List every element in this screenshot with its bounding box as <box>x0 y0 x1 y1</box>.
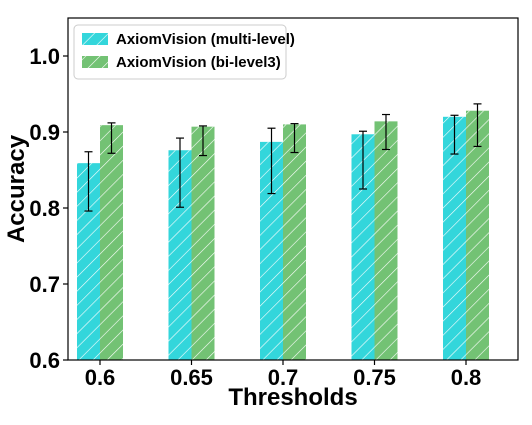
plot-frame <box>67 17 519 361</box>
y-axis: 0.6 0.7 0.8 0.9 1.0 <box>29 44 68 373</box>
bar-hatch-s1-4 <box>466 110 489 360</box>
error-bars-layer <box>84 103 482 212</box>
legend-swatch-hatch-s1 <box>82 56 108 68</box>
bar-hatch-s1-0 <box>100 125 123 360</box>
y-tick-label-4: 1.0 <box>29 44 60 69</box>
y-tick-label-2: 0.8 <box>29 196 60 221</box>
x-tick-label-2: 0.7 <box>268 365 299 390</box>
y-tick-label-3: 0.9 <box>29 120 60 145</box>
x-tick-label-0: 0.6 <box>85 365 116 390</box>
bar-hatch-s1-3 <box>374 121 398 360</box>
x-tick-label-4: 0.8 <box>451 365 482 390</box>
y-tick-label-0: 0.6 <box>29 348 60 373</box>
legend-label-s0: AxiomVision (multi-level) <box>116 31 295 48</box>
bar-hatch-s0-3 <box>351 134 375 360</box>
legend-frame <box>73 24 287 80</box>
bars-layer <box>77 110 489 361</box>
bar-hatch-s1-1 <box>191 126 215 361</box>
x-axis-title: Thresholds <box>228 384 357 411</box>
bar-hatch-s0-4 <box>443 116 466 360</box>
bar-hatch-s0-1 <box>168 150 192 360</box>
legend-label-s1: AxiomVision (bi-level3) <box>116 54 281 71</box>
x-tick-label-1: 0.65 <box>170 365 213 390</box>
legend: AxiomVision (multi-level) AxiomVision (bi… <box>73 24 295 80</box>
y-tick-label-1: 0.7 <box>29 272 60 297</box>
bar-hatch-s0-0 <box>77 163 100 360</box>
y-axis-title: Accuracy <box>3 134 30 243</box>
bar-hatch-s0-2 <box>260 141 283 360</box>
legend-swatch-hatch-s0 <box>82 33 108 45</box>
x-tick-label-3: 0.75 <box>353 365 396 390</box>
bar-hatch-s1-2 <box>283 124 306 361</box>
x-axis: 0.6 0.65 0.7 0.75 0.8 <box>85 360 482 390</box>
